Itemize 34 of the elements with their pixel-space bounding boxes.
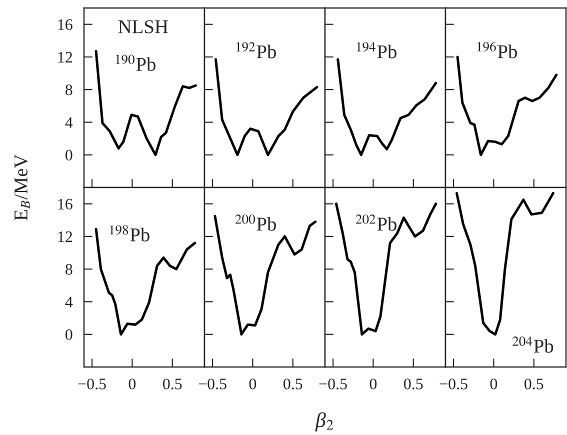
annotation: $^{198}$Pb	[110, 225, 150, 242]
x-tick-label: 0	[249, 378, 256, 390]
y-axis-title: E$_{B}$/MeV	[14, 154, 30, 220]
x-tick-label: −0.5	[440, 378, 468, 390]
y-tick-label: 8	[66, 264, 72, 275]
annotation: $^{194}$Pb	[356, 42, 396, 58]
x-tick-label: 0.5	[404, 378, 423, 390]
y-tick-label: 4	[65, 117, 73, 128]
x-tick-label: 0.5	[283, 378, 302, 390]
y-tick-label: 16	[58, 198, 72, 210]
x-tick-label: 0	[370, 378, 377, 390]
annotation: $^{190}$Pb	[116, 54, 156, 71]
x-tick-label: −0.5	[78, 378, 106, 390]
x-axis-title: β$_{2}$	[315, 412, 334, 432]
annotation: $^{192}$Pb	[236, 42, 276, 58]
y-tick-label: 0	[66, 329, 72, 340]
annotation: $^{204}$Pb	[512, 336, 554, 353]
x-tick-label: −0.5	[319, 378, 347, 390]
annotation: $^{202}$Pb	[356, 214, 396, 231]
y-tick-label: 16	[58, 19, 72, 30]
annotation: NLSH	[118, 20, 168, 34]
annotation: $^{200}$Pb	[235, 214, 276, 231]
x-tick-label: 0.5	[524, 378, 544, 390]
y-tick-label: 0	[66, 150, 72, 161]
x-tick-label: −0.5	[198, 378, 226, 390]
y-tick-label: 4	[65, 296, 73, 308]
y-tick-label: 12	[58, 52, 72, 62]
annotation: $^{196}$Pb	[477, 42, 517, 58]
x-tick-label: 0	[128, 378, 136, 390]
x-tick-label: 0.5	[162, 378, 182, 390]
line-series	[94, 50, 197, 156]
x-tick-label: 0	[490, 378, 498, 390]
y-tick-label: 8	[66, 84, 72, 96]
y-tick-label: 12	[58, 231, 72, 242]
